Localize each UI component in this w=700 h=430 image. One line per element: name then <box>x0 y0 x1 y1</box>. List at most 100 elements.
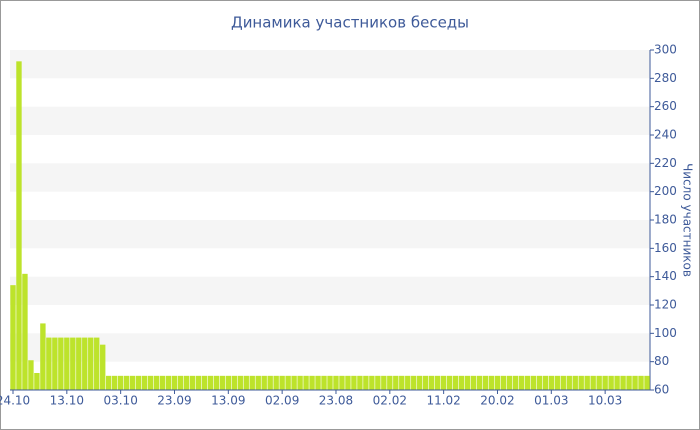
bar <box>506 375 513 390</box>
y-tick-label: 280 <box>654 71 677 85</box>
y-tick-label: 100 <box>654 326 677 340</box>
bar <box>225 375 232 390</box>
bar <box>411 375 417 390</box>
bar <box>117 375 124 390</box>
bar <box>333 375 339 390</box>
y-tick-label: 160 <box>654 241 677 255</box>
bar <box>255 375 261 390</box>
bar <box>327 375 333 390</box>
bar <box>177 375 184 390</box>
bar <box>423 375 429 390</box>
bar <box>363 375 369 390</box>
bar <box>339 375 345 390</box>
x-tick-label: 23.09 <box>157 394 191 408</box>
bar <box>644 375 650 390</box>
bar <box>315 375 321 390</box>
grid-band <box>10 106 650 135</box>
bar <box>381 375 387 390</box>
x-tick-label: 10.03 <box>588 394 622 408</box>
bar <box>16 61 22 390</box>
bar <box>345 375 351 390</box>
grid-band <box>10 163 650 192</box>
bar <box>638 375 644 390</box>
bar <box>213 375 220 390</box>
bar <box>243 375 249 390</box>
bar <box>207 375 214 390</box>
grid-band <box>10 50 650 79</box>
bar <box>417 375 423 390</box>
bar <box>494 375 501 390</box>
bar <box>291 375 297 390</box>
grid-band <box>10 220 650 249</box>
bar <box>309 375 315 390</box>
bar <box>123 375 130 390</box>
bar <box>357 375 363 390</box>
bar <box>608 375 614 390</box>
x-tick-label: 13.10 <box>50 394 84 408</box>
bar <box>159 375 166 390</box>
bar <box>64 337 70 390</box>
bar <box>518 375 525 390</box>
bar <box>440 375 447 390</box>
bar <box>584 375 590 390</box>
bar <box>542 375 549 390</box>
bar <box>560 375 566 390</box>
bar <box>470 375 477 390</box>
y-tick-label: 120 <box>654 298 677 312</box>
x-tick-label: 02.02 <box>373 394 407 408</box>
bar <box>219 375 226 390</box>
y-axis-title: Число участников <box>681 163 695 277</box>
bar <box>70 337 76 390</box>
bar <box>548 375 554 390</box>
y-tick-label: 260 <box>654 99 677 113</box>
bar <box>578 375 584 390</box>
bar <box>141 375 148 390</box>
x-tick-label: 03.10 <box>103 394 137 408</box>
bar <box>285 375 291 390</box>
bar <box>452 375 459 390</box>
bar <box>482 375 489 390</box>
bar <box>297 375 303 390</box>
bar <box>303 375 309 390</box>
bar <box>512 375 519 390</box>
y-tick-label: 300 <box>654 43 677 57</box>
bar <box>52 337 58 390</box>
bar <box>590 375 596 390</box>
bar <box>267 375 273 390</box>
bar <box>393 375 399 390</box>
bar <box>596 375 602 390</box>
bar <box>279 375 285 390</box>
bar <box>58 337 64 390</box>
bar <box>602 375 608 390</box>
bar <box>530 375 537 390</box>
bar <box>76 337 82 390</box>
y-tick-label: 220 <box>654 156 677 170</box>
bar <box>566 375 572 390</box>
bar <box>10 285 16 390</box>
bar <box>82 337 88 390</box>
bar <box>351 375 357 390</box>
bar <box>399 375 405 390</box>
bar <box>28 360 34 390</box>
bar <box>554 375 560 390</box>
bar <box>195 375 202 390</box>
bar <box>171 375 178 390</box>
bar <box>476 375 483 390</box>
bar <box>94 337 100 390</box>
bar <box>273 375 279 390</box>
bar <box>536 375 543 390</box>
bar <box>135 375 142 390</box>
x-tick-label: 20.02 <box>480 394 514 408</box>
bar <box>231 375 237 390</box>
bar <box>165 375 172 390</box>
bar <box>183 375 190 390</box>
bar <box>458 375 465 390</box>
bar <box>100 344 106 390</box>
y-tick-label: 140 <box>654 269 677 283</box>
bar <box>375 375 381 390</box>
chart-title: Динамика участников беседы <box>231 14 469 32</box>
bar <box>369 375 375 390</box>
bar <box>620 375 626 390</box>
bar <box>237 375 243 390</box>
bar <box>129 375 136 390</box>
